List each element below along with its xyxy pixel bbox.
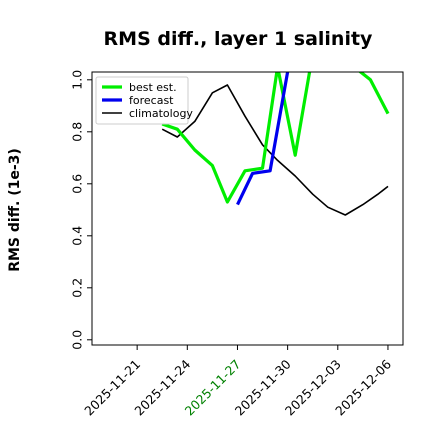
- legend-label: forecast: [129, 94, 174, 107]
- chart-title: RMS diff., layer 1 salinity: [104, 28, 374, 50]
- y-tick-label: 1.0: [69, 70, 84, 90]
- plot-frame: [91, 71, 404, 346]
- y-tick-label: 0.8: [69, 122, 84, 142]
- y-tick-label: 0.6: [69, 174, 84, 194]
- series-line-best-est: [161, 72, 390, 204]
- legend-label: best est.: [129, 81, 177, 94]
- series-line-forecast: [236, 72, 290, 206]
- legend-label: climatology: [129, 107, 193, 120]
- series-line-climatology: [161, 84, 389, 216]
- y-axis-label: RMS diff. (1e-3): [7, 148, 23, 272]
- plot-marks: [161, 72, 390, 216]
- y-tick-label: 0.0: [69, 330, 84, 350]
- y-tick-label: 0.4: [69, 226, 84, 246]
- y-tick-label: 0.2: [69, 278, 84, 298]
